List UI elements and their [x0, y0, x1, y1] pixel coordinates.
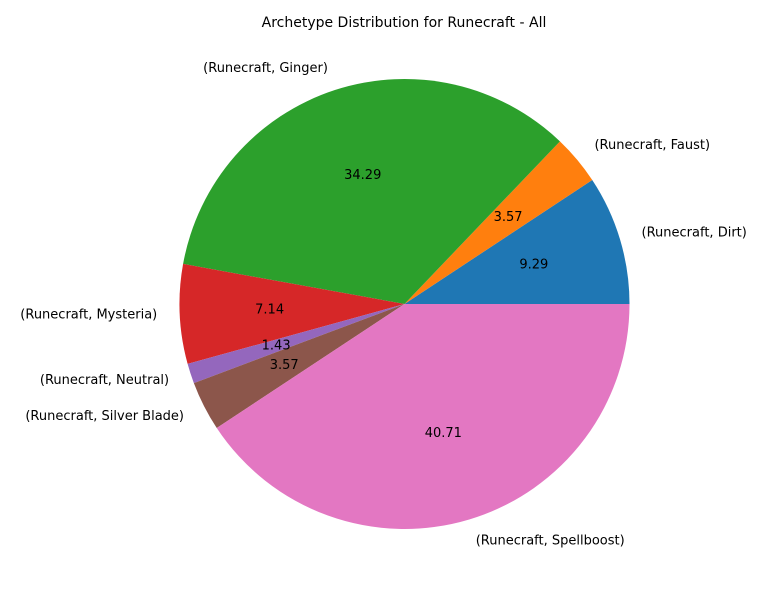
- slice-label: (Runecraft, Silver Blade): [25, 409, 184, 424]
- slice-label: (Runecraft, Ginger): [203, 61, 328, 76]
- chart-title: Archetype Distribution for Runecraft - A…: [262, 15, 547, 31]
- pie-slice: [183, 79, 560, 305]
- slice-label: (Runecraft, Faust): [594, 138, 710, 153]
- pie-slices: [179, 79, 630, 529]
- pie-slice: [179, 263, 405, 364]
- slice-value-label: 3.57: [270, 358, 299, 373]
- slice-label: (Runecraft, Mysteria): [20, 308, 157, 323]
- slice-value-label: 9.29: [519, 258, 548, 273]
- pie-slice: [404, 179, 630, 304]
- slice-value-label: 7.14: [255, 303, 284, 318]
- slice-label: (Runecraft, Neutral): [40, 373, 169, 388]
- slice-value-label: 3.57: [494, 210, 523, 225]
- pie-slice: [193, 304, 405, 429]
- slice-label: (Runecraft, Dirt): [642, 225, 747, 240]
- pie-slice: [216, 304, 630, 529]
- pie-slice: [187, 304, 405, 384]
- slice-value-label: 1.43: [262, 338, 291, 353]
- pie-slice: [404, 141, 593, 304]
- slice-value-label: 40.71: [425, 426, 462, 441]
- slice-value-label: 34.29: [344, 168, 381, 183]
- pie-labels: (Runecraft, Dirt) 9.29 (Runecraft, Faust) 3…: [20, 61, 747, 548]
- slice-label: (Runecraft, Spellboost): [476, 534, 625, 549]
